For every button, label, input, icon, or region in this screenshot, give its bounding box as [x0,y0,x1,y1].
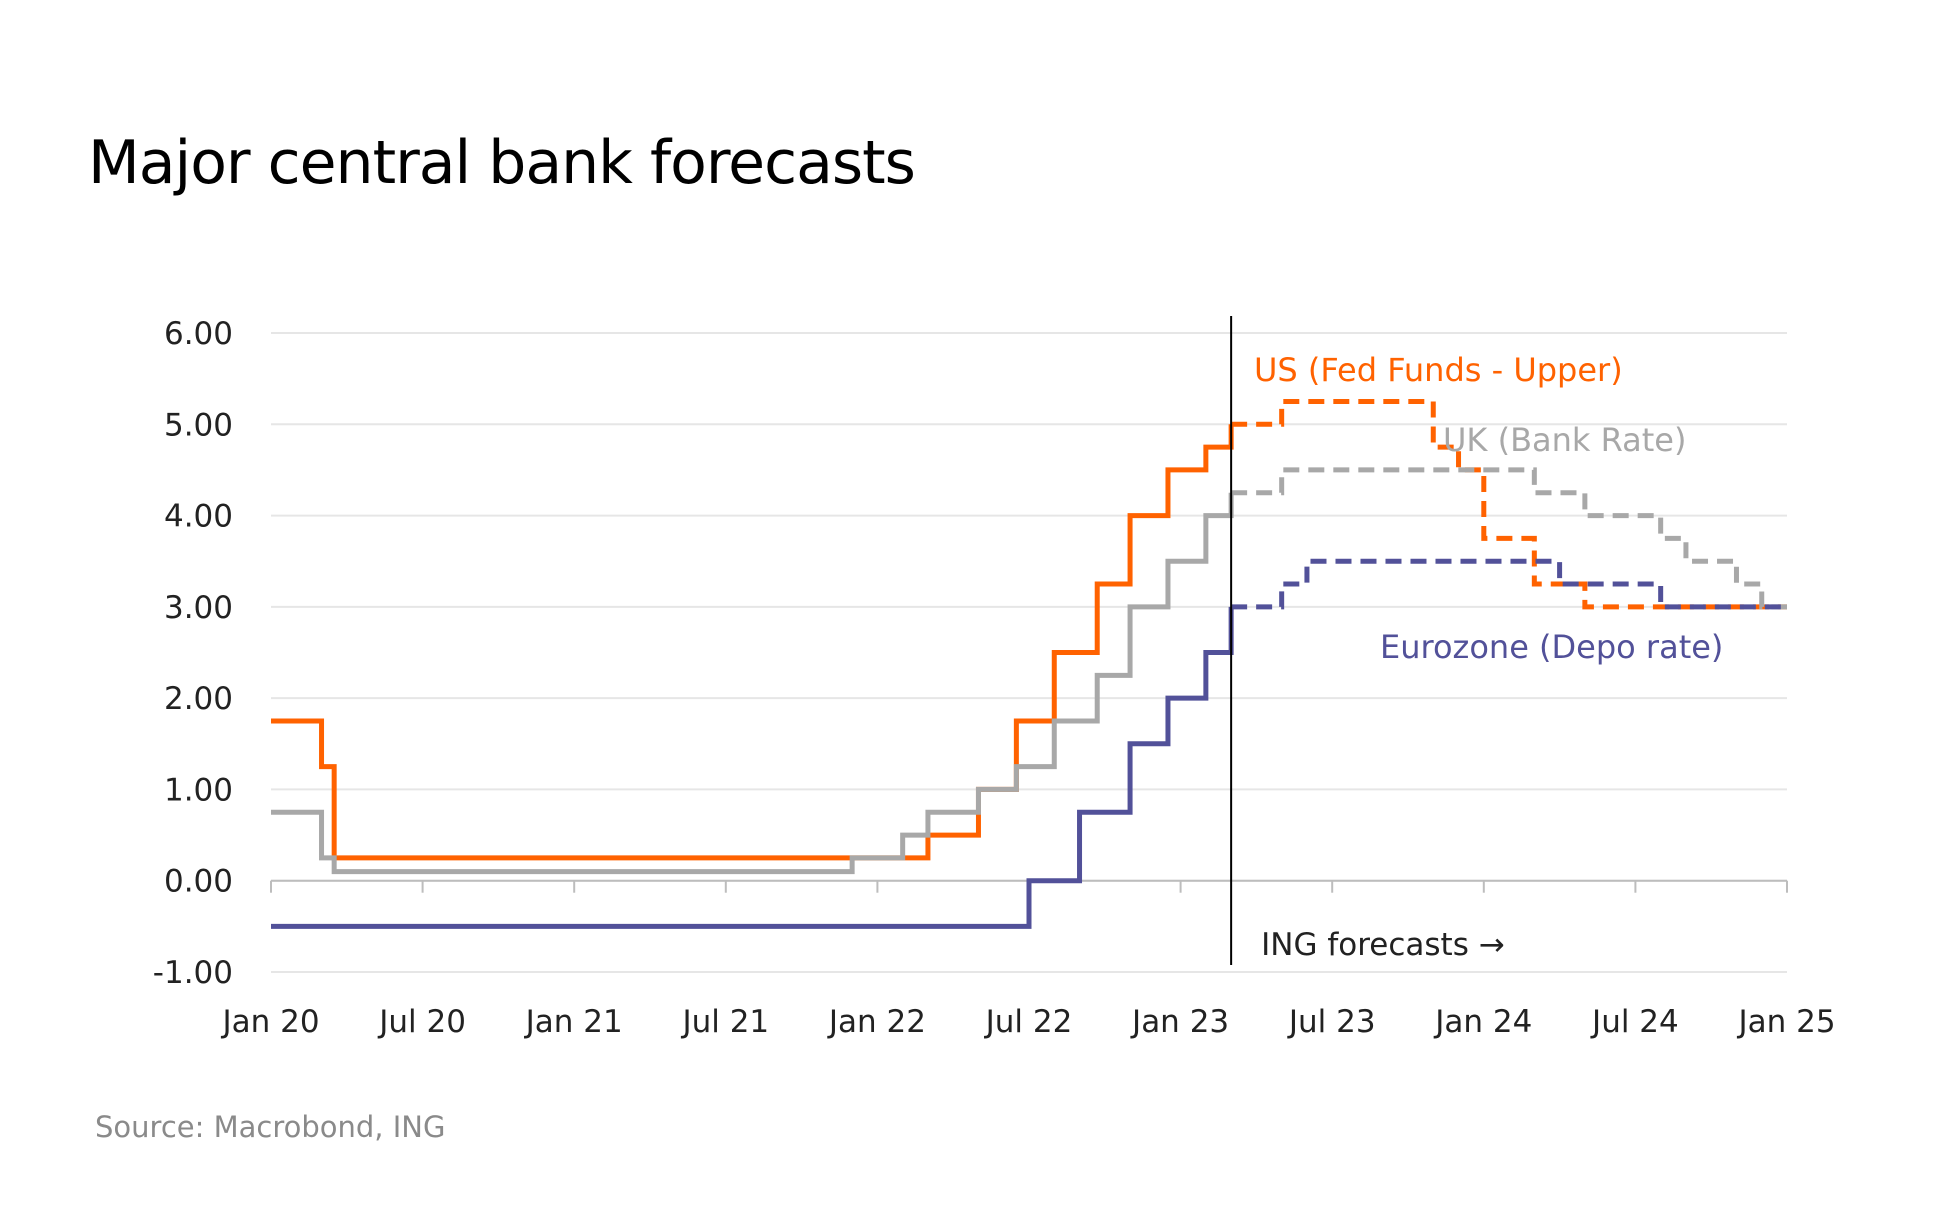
y-tick-label: 1.00 [164,772,233,808]
series-uk-forecast [1231,467,1787,610]
x-tick-label: Jul 21 [680,1004,769,1040]
page-title: Major central bank forecasts [88,128,916,198]
x-tick-label: Jan 21 [524,1004,623,1040]
y-tick-label: -1.00 [153,955,233,991]
y-tick-label: 6.00 [164,316,233,352]
forecast-label: ING forecasts → [1261,927,1505,963]
series-label: Eurozone (Depo rate) [1380,628,1723,666]
x-tick-label: Jan 20 [220,1004,319,1040]
source-note: Source: Macrobond, ING [95,1110,446,1144]
x-tick-label: Jan 22 [827,1004,926,1040]
series-us-actual [271,424,1234,861]
series-label: UK (Bank Rate) [1443,421,1686,459]
y-tick-label: 2.00 [164,681,233,717]
series-ez-actual [271,606,1234,929]
x-tick-label: Jul 20 [377,1004,466,1040]
x-tick-label: Jul 23 [1287,1004,1376,1040]
x-tick-label: Jan 24 [1433,1004,1532,1040]
y-tick-label: 3.00 [164,590,233,626]
y-tick-label: 0.00 [164,864,233,900]
series-uk-actual [271,492,1234,875]
x-tick-label: Jan 23 [1130,1004,1229,1040]
series-lines [271,398,1787,929]
series-label: US (Fed Funds - Upper) [1254,351,1623,389]
x-axis: Jan 20 Jul 20 Jan 21 Jul 21 Jan 22 Jul 22 Jan … [220,879,1836,1040]
x-tick-label: Jan 25 [1736,1004,1835,1040]
y-tick-label: 5.00 [164,407,233,443]
y-axis: -1.00 0.00 1.00 2.00 3.00 4.00 5.00 6.00 [153,316,233,991]
y-tick-label: 4.00 [164,499,233,535]
series-labels: US (Fed Funds - Upper) UK (Bank Rate) Euro… [1254,351,1723,666]
x-tick-label: Jul 24 [1590,1004,1679,1040]
series-ez-forecast [1231,558,1787,610]
x-tick-label: Jul 22 [984,1004,1073,1040]
